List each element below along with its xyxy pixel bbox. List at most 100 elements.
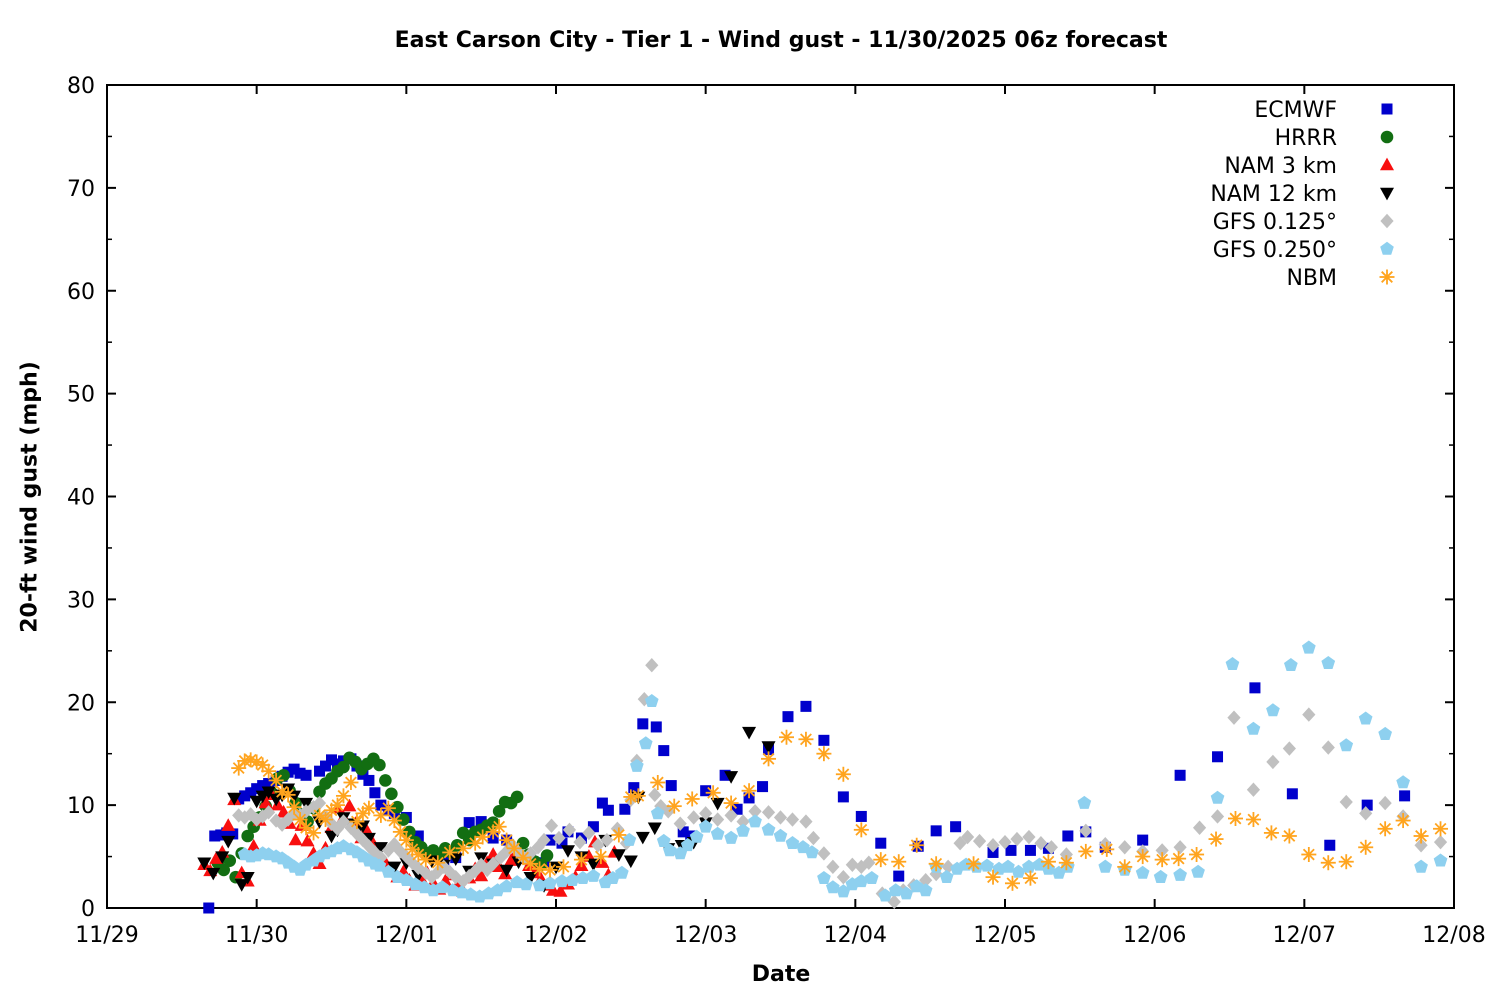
data-point bbox=[448, 853, 463, 867]
data-point bbox=[635, 831, 650, 845]
data-point bbox=[256, 759, 269, 771]
data-point bbox=[742, 726, 757, 740]
data-point bbox=[250, 755, 263, 768]
data-point bbox=[508, 842, 521, 855]
data-point bbox=[1399, 790, 1411, 802]
legend-item-ecmwf: ECMWF bbox=[1254, 98, 1393, 123]
data-point bbox=[351, 815, 363, 828]
data-point bbox=[419, 853, 432, 866]
legend-marker-gfs-0-125-icon bbox=[1380, 213, 1394, 229]
data-point bbox=[476, 831, 489, 843]
data-point bbox=[602, 804, 614, 816]
x-tick-label: 12/03 bbox=[674, 923, 737, 948]
data-point bbox=[244, 753, 257, 766]
data-point bbox=[650, 721, 662, 733]
data-point bbox=[312, 795, 327, 811]
legend-item-nbm: NBM bbox=[1286, 266, 1395, 291]
data-point bbox=[261, 786, 276, 800]
data-point bbox=[1321, 656, 1336, 669]
data-point bbox=[1414, 838, 1428, 853]
legend-label-gfs-0-125: GFS 0.125° bbox=[1213, 210, 1337, 235]
y-tick-label: 30 bbox=[67, 588, 95, 613]
data-point bbox=[919, 873, 933, 888]
legend-label-hrrr: HRRR bbox=[1275, 126, 1337, 151]
legend-marker-hrrr-icon bbox=[1380, 130, 1394, 144]
legend: ECMWF HRRR NAM 3 km NAM 12 km GFS 0.125° GFS … bbox=[1210, 98, 1395, 291]
data-point bbox=[864, 871, 879, 884]
data-point bbox=[241, 829, 254, 843]
data-point bbox=[761, 822, 776, 836]
data-point bbox=[468, 863, 482, 879]
data-point bbox=[232, 808, 246, 823]
data-point bbox=[1380, 157, 1394, 171]
data-point bbox=[639, 736, 653, 750]
data-point bbox=[1380, 187, 1394, 201]
data-point bbox=[1100, 843, 1113, 856]
data-point bbox=[628, 782, 640, 794]
data-point bbox=[221, 827, 233, 839]
data-point bbox=[250, 812, 264, 827]
data-point bbox=[854, 874, 869, 888]
data-point bbox=[1135, 865, 1150, 879]
data-point bbox=[980, 858, 994, 872]
data-point bbox=[1361, 799, 1373, 811]
data-point bbox=[475, 816, 487, 828]
data-point bbox=[350, 826, 364, 842]
data-point bbox=[724, 771, 739, 784]
data-point bbox=[987, 846, 999, 858]
data-point bbox=[456, 874, 470, 889]
data-point bbox=[817, 871, 831, 884]
data-point bbox=[800, 733, 812, 746]
data-point bbox=[1136, 850, 1149, 863]
data-point bbox=[899, 886, 914, 900]
data-point bbox=[406, 843, 419, 856]
data-point bbox=[673, 816, 687, 831]
data-point bbox=[623, 855, 638, 869]
data-point bbox=[294, 813, 307, 826]
data-point bbox=[540, 849, 554, 862]
data-point bbox=[967, 857, 980, 870]
data-point bbox=[262, 765, 275, 778]
data-point bbox=[537, 832, 551, 848]
data-point bbox=[1011, 864, 1026, 878]
data-point bbox=[1155, 843, 1169, 858]
data-point bbox=[1174, 769, 1186, 781]
legend-item-hrrr: HRRR bbox=[1275, 126, 1394, 151]
data-point bbox=[1284, 658, 1298, 671]
y-tick-label: 10 bbox=[67, 794, 95, 819]
data-point bbox=[227, 828, 239, 840]
data-point bbox=[826, 880, 840, 894]
data-point bbox=[1397, 814, 1410, 827]
data-point bbox=[257, 780, 269, 792]
data-point bbox=[1379, 822, 1392, 835]
data-point bbox=[648, 787, 662, 803]
data-point bbox=[258, 795, 273, 809]
data-point bbox=[596, 797, 608, 809]
data-point bbox=[1077, 795, 1092, 809]
data-point bbox=[622, 832, 637, 846]
data-point bbox=[699, 806, 713, 821]
data-point bbox=[987, 871, 999, 884]
data-point bbox=[960, 829, 975, 845]
data-point bbox=[269, 813, 283, 828]
data-point bbox=[1266, 754, 1280, 770]
data-point bbox=[1324, 839, 1336, 851]
data-point bbox=[1433, 853, 1448, 867]
data-point bbox=[385, 787, 398, 801]
data-point bbox=[773, 828, 788, 842]
data-point bbox=[1286, 788, 1298, 800]
data-point bbox=[591, 838, 605, 853]
legend-marker-nam-12-km-icon bbox=[1380, 187, 1394, 201]
data-point bbox=[1433, 834, 1448, 850]
data-point bbox=[1052, 865, 1066, 879]
data-point bbox=[270, 774, 283, 787]
data-point bbox=[424, 855, 439, 869]
data-point bbox=[888, 883, 903, 897]
y-axis-ticks bbox=[107, 84, 1454, 909]
data-point bbox=[1322, 856, 1335, 869]
data-point bbox=[412, 848, 425, 861]
data-point bbox=[282, 788, 295, 801]
data-point bbox=[288, 832, 303, 846]
data-point bbox=[239, 790, 251, 802]
data-point bbox=[234, 879, 249, 892]
